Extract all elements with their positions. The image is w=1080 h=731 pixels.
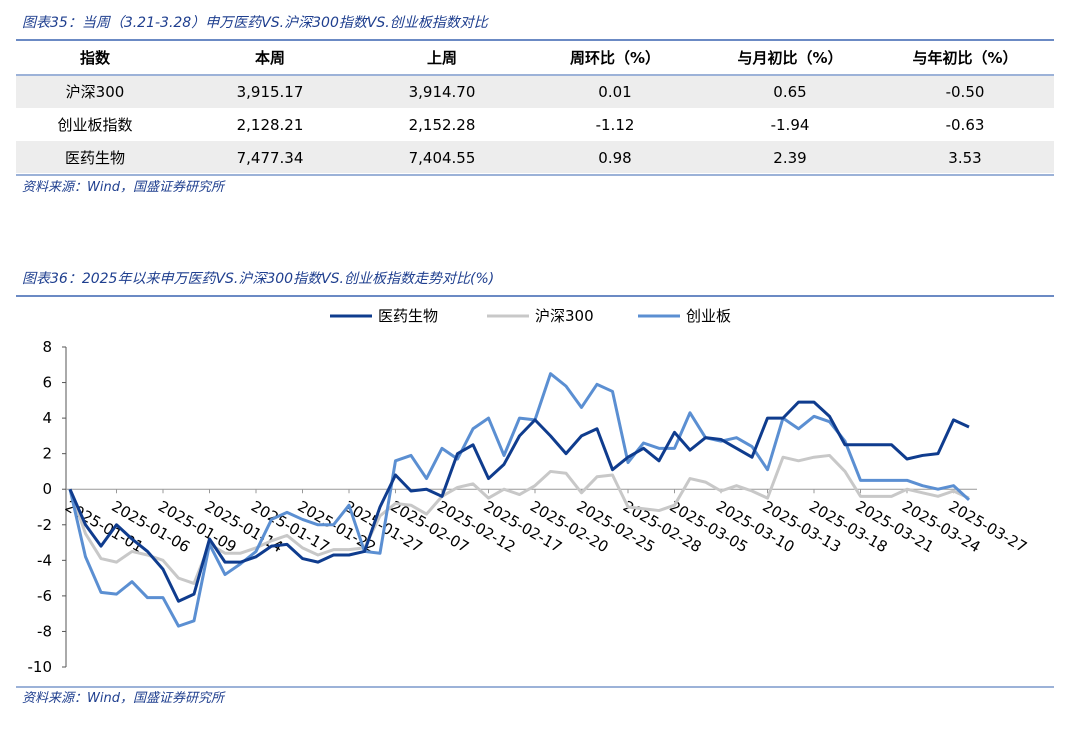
header-cell: 本周 — [255, 49, 285, 67]
y-tick-label: 0 — [42, 480, 52, 498]
cell: 7,477.34 — [237, 149, 304, 167]
legend-label: 创业板 — [686, 307, 731, 325]
table-title: 图表35：当周（3.21-3.28）申万医药VS.沪深300指数VS.创业板指数… — [22, 15, 490, 31]
y-tick-label: -2 — [37, 516, 52, 534]
header-cell: 与月初比（%） — [737, 49, 842, 67]
cell: 3,914.70 — [409, 83, 476, 101]
cell: 2.39 — [773, 149, 806, 167]
y-tick-label: 6 — [42, 374, 52, 392]
y-tick-label: -4 — [37, 551, 52, 569]
cell: 3,915.17 — [237, 83, 304, 101]
header-cell: 与年初比（%） — [912, 49, 1017, 67]
cell: 沪深300 — [66, 83, 125, 101]
cell: 2,152.28 — [409, 116, 476, 134]
y-tick-label: -8 — [37, 622, 52, 640]
cell: 7,404.55 — [409, 149, 476, 167]
header-cell: 周环比（%） — [570, 49, 660, 67]
cell: 0.01 — [598, 83, 631, 101]
y-tick-label: -10 — [28, 658, 53, 676]
y-tick-label: 4 — [42, 409, 52, 427]
cell: 医药生物 — [65, 149, 125, 167]
cell: -1.94 — [771, 116, 810, 134]
row-bg — [16, 141, 1054, 173]
cell: 3.53 — [948, 149, 981, 167]
y-tick-label: -6 — [37, 587, 52, 605]
y-tick-label: 8 — [42, 338, 52, 356]
chart-title: 图表36：2025年以来申万医药VS.沪深300指数VS.创业板指数走势对比(%… — [22, 271, 494, 287]
plot: -10-8-6-4-2024682025-01-012025-01-062025… — [28, 307, 1031, 676]
header-cell: 上周 — [427, 49, 457, 67]
cell: 0.65 — [773, 83, 806, 101]
cell: 创业板指数 — [57, 116, 132, 134]
cell: -0.50 — [946, 83, 985, 101]
y-tick-label: 2 — [42, 445, 52, 463]
cell: 2,128.21 — [237, 116, 304, 134]
row-bg — [16, 76, 1054, 108]
line-series — [68, 372, 971, 628]
header-cell: 指数 — [80, 49, 111, 67]
source: 资料来源：Wind，国盛证券研究所 — [22, 690, 226, 706]
line-series — [68, 400, 970, 603]
source: 资料来源：Wind，国盛证券研究所 — [22, 179, 226, 195]
legend-label: 沪深300 — [535, 307, 594, 325]
line-series — [68, 453, 970, 585]
legend-label: 医药生物 — [378, 307, 438, 325]
cell: 0.98 — [598, 149, 631, 167]
cell: -0.63 — [946, 116, 985, 134]
table: 指数 本周 上周 周环比（%） 与月初比（%） 与年初比（%） 沪深300 3,915.17 3… — [57, 49, 1017, 167]
cell: -1.12 — [596, 116, 635, 134]
